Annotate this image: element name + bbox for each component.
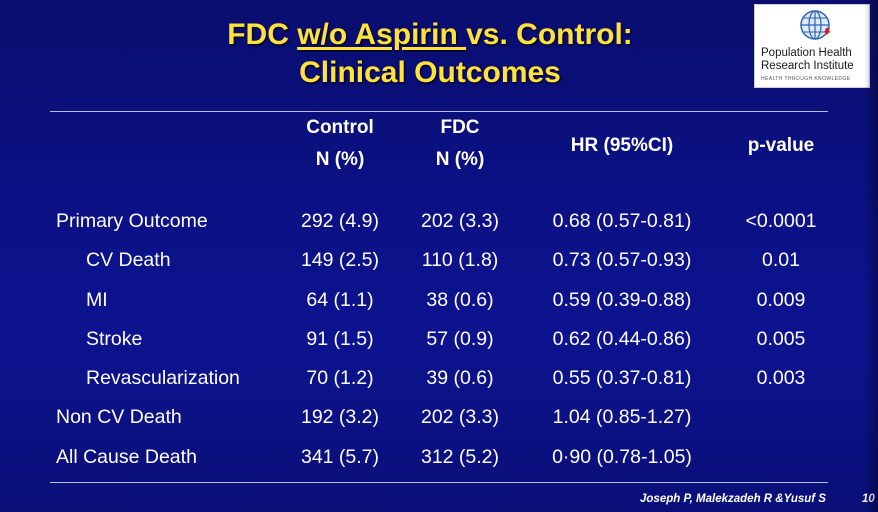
cell-control: 292 (4.9) bbox=[300, 210, 380, 232]
cell-hr: 0.59 (0.39-0.88) bbox=[552, 289, 692, 311]
cell-p-value: 0.009 bbox=[756, 289, 806, 311]
cell-p-value: <0.0001 bbox=[745, 210, 817, 232]
header-hr: HR (95%CI) bbox=[570, 135, 674, 156]
slide-title: FDC w/o Aspirin vs. Control: Clinical Ou… bbox=[150, 16, 710, 92]
cell-control: 64 (1.1) bbox=[306, 289, 374, 311]
row-label-cv-death: CV Death bbox=[86, 249, 171, 271]
header-fdc-line-1: FDC bbox=[440, 117, 480, 138]
header-p-value: p-value bbox=[747, 135, 815, 156]
table-top-rule bbox=[50, 111, 828, 112]
globe-maple-leaf-icon bbox=[800, 10, 831, 40]
cell-fdc: 39 (0.6) bbox=[426, 367, 494, 389]
title-suffix: vs. Control: bbox=[466, 18, 633, 51]
row-label-non-cv-death: Non CV Death bbox=[56, 406, 182, 428]
row-label-primary-outcome: Primary Outcome bbox=[56, 210, 208, 232]
title-line-2: Clinical Outcomes bbox=[299, 56, 561, 89]
logo-line-2: Research Institute bbox=[761, 60, 854, 72]
cell-control: 70 (1.2) bbox=[306, 367, 374, 389]
cell-fdc: 312 (5.2) bbox=[420, 446, 500, 468]
header-fdc-line-2: N (%) bbox=[435, 149, 485, 170]
cell-p-value: 0.01 bbox=[762, 249, 800, 271]
institute-logo: Population Health Research Institute HEA… bbox=[754, 4, 870, 88]
title-underlined: w/o Aspirin bbox=[297, 18, 467, 51]
cell-fdc: 202 (3.3) bbox=[420, 210, 500, 232]
cell-hr: 0.55 (0.37-0.81) bbox=[552, 367, 692, 389]
row-label-mi: MI bbox=[86, 289, 108, 311]
cell-fdc: 57 (0.9) bbox=[426, 328, 494, 350]
cell-hr: 0·90 (0.78-1.05) bbox=[552, 446, 692, 468]
cell-control: 91 (1.5) bbox=[306, 328, 374, 350]
citation: Joseph P, Malekzadeh R &Yusuf S bbox=[640, 493, 826, 505]
header-control-line-2: N (%) bbox=[315, 149, 365, 170]
cell-p-value: 0.003 bbox=[756, 367, 806, 389]
cell-hr: 0.62 (0.44-0.86) bbox=[552, 328, 692, 350]
cell-control: 341 (5.7) bbox=[300, 446, 380, 468]
page-number: 10 bbox=[862, 493, 875, 505]
title-prefix: FDC bbox=[227, 18, 298, 51]
cell-fdc: 110 (1.8) bbox=[421, 249, 499, 271]
row-label-stroke: Stroke bbox=[86, 328, 143, 350]
logo-line-1: Population Health bbox=[761, 47, 852, 59]
row-label-revascularization: Revascularization bbox=[86, 367, 240, 389]
cell-p-value: 0.005 bbox=[756, 328, 806, 350]
table-bottom-rule bbox=[50, 482, 828, 483]
header-control-line-1: Control bbox=[306, 117, 374, 138]
cell-hr: 1.04 (0.85-1.27) bbox=[552, 406, 692, 428]
logo-tagline: HEALTH THROUGH KNOWLEDGE bbox=[761, 76, 851, 82]
cell-hr: 0.68 (0.57-0.81) bbox=[552, 210, 692, 232]
header-fdc: FDC N (%) bbox=[400, 112, 520, 176]
row-label-all-cause-death: All Cause Death bbox=[56, 446, 197, 468]
cell-control: 192 (3.2) bbox=[300, 406, 380, 428]
cell-fdc: 202 (3.3) bbox=[420, 406, 500, 428]
header-control: Control N (%) bbox=[280, 112, 400, 176]
cell-control: 149 (2.5) bbox=[300, 249, 380, 271]
cell-fdc: 38 (0.6) bbox=[426, 289, 494, 311]
title-line-1: FDC w/o Aspirin vs. Control: bbox=[150, 16, 710, 54]
cell-hr: 0.73 (0.57-0.93) bbox=[552, 249, 692, 271]
